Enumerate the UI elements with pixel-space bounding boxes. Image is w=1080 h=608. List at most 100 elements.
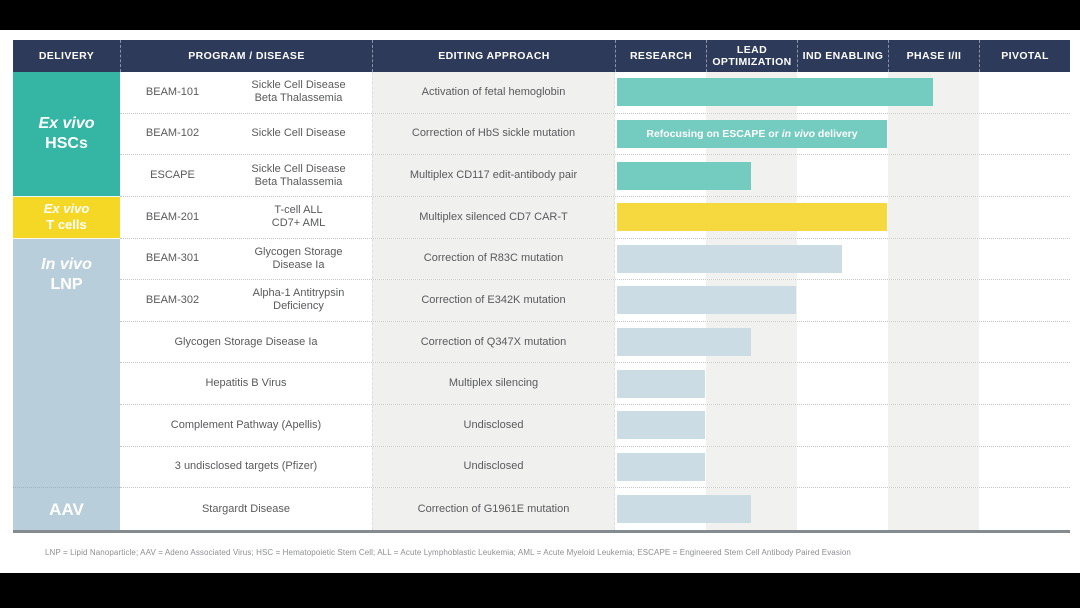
disease-name: Glycogen Storage Disease Ia	[225, 239, 372, 280]
pipeline-track	[615, 446, 1070, 488]
program-id: ESCAPE	[150, 169, 195, 182]
delivery-group-in-vivo-lnp: In vivo LNP	[13, 238, 120, 489]
disease-name: Hepatitis B Virus	[205, 377, 287, 390]
pipeline-track: Refocusing on ESCAPE or in vivo delivery	[615, 113, 1070, 155]
header-editing-approach: EDITING APPROACH	[372, 40, 615, 72]
pipeline-track	[615, 405, 1070, 446]
editing-approach: Activation of fetal hemoglobin	[372, 72, 615, 113]
delivery-label-line1: Ex vivo	[38, 115, 95, 132]
progress-bar	[617, 495, 751, 524]
delivery-label-line1: In vivo	[41, 255, 92, 273]
program-id: BEAM-301	[145, 252, 200, 265]
program-rows: BEAM-101 Sickle Cell Disease Beta Thalas…	[120, 72, 1070, 530]
editing-approach: Correction of R83C mutation	[372, 238, 615, 280]
pipeline-track	[615, 238, 1070, 280]
program-id: BEAM-302	[145, 293, 200, 306]
table-row-gsd-q347x: Glycogen Storage Disease Ia Correction o…	[120, 321, 1070, 364]
header-delivery: DELIVERY	[38, 49, 95, 62]
disease-name: Sickle Cell Disease Beta Thalassemia	[225, 155, 372, 196]
header-phase-i-ii: PHASE I/II	[888, 40, 979, 72]
disease-line2: CD7+ AML	[271, 217, 326, 230]
disease-line2: Beta Thalassemia	[254, 92, 343, 105]
delivery-label-line2: HSCs	[45, 135, 88, 152]
delivery-group-ex-vivo-hscs: Ex vivo HSCs	[13, 72, 120, 197]
progress-bar-with-note: Refocusing on ESCAPE or in vivo delivery	[617, 119, 887, 148]
table-body: Ex vivo HSCs Ex vivo T cells In vivo LNP…	[13, 72, 1070, 530]
program-id: BEAM-101	[145, 85, 200, 98]
editing-approach: Undisclosed	[372, 405, 615, 446]
table-row-complement-apellis: Complement Pathway (Apellis) Undisclosed	[120, 405, 1070, 447]
header-research: RESEARCH	[615, 40, 706, 72]
disease-line2: Beta Thalassemia	[254, 175, 343, 188]
progress-bar	[617, 369, 705, 398]
disease-line1: Sickle Cell Disease	[251, 79, 346, 92]
disease-name: 3 undisclosed targets (Pfizer)	[174, 460, 318, 473]
delivery-label-line2: AAV	[49, 499, 84, 519]
editing-approach: Correction of E342K mutation	[372, 280, 615, 321]
disease-line1: Glycogen Storage	[254, 245, 343, 258]
pipeline-track	[615, 155, 1070, 196]
bar-note-text: delivery	[815, 127, 858, 140]
header-ind-enabling: IND ENABLING	[797, 40, 888, 72]
pipeline-track	[615, 363, 1070, 404]
table-row-beam-101: BEAM-101 Sickle Cell Disease Beta Thalas…	[120, 72, 1070, 114]
pipeline-track	[615, 488, 1070, 530]
progress-bar	[617, 411, 705, 440]
table-row-stargardt: Stargardt Disease Correction of G1961E m…	[120, 488, 1070, 530]
pipeline-slide: DELIVERY PROGRAM / DISEASE EDITING APPRO…	[0, 30, 1080, 573]
editing-approach: Multiplex CD117 edit-antibody pair	[372, 155, 615, 196]
disease-line1: Alpha-1 Antitrypsin	[252, 287, 345, 300]
pipeline-track	[615, 321, 1070, 363]
pipeline-track	[615, 196, 1070, 238]
editing-approach: Undisclosed	[372, 446, 615, 488]
progress-bar	[617, 286, 796, 315]
editing-approach: Correction of G1961E mutation	[372, 488, 615, 530]
header-pivotal: PIVOTAL	[979, 40, 1070, 72]
delivery-group-ex-vivo-t-cells: Ex vivo T cells	[13, 197, 120, 239]
disease-name: Stargardt Disease	[201, 502, 291, 515]
disease-line2: Deficiency	[273, 300, 324, 313]
disease-name: Alpha-1 Antitrypsin Deficiency	[225, 280, 372, 321]
delivery-label-line2: T cells	[46, 217, 87, 233]
table-row-escape: ESCAPE Sickle Cell Disease Beta Thalasse…	[120, 155, 1070, 197]
delivery-label-line2: LNP	[50, 275, 83, 293]
delivery-group-aav: AAV	[13, 488, 120, 530]
disease-name: Complement Pathway (Apellis)	[170, 418, 322, 431]
editing-approach: Correction of Q347X mutation	[372, 321, 615, 363]
header-program-disease: PROGRAM / DISEASE	[120, 40, 372, 72]
disease-name: Sickle Cell Disease Beta Thalassemia	[225, 72, 372, 113]
progress-bar	[617, 452, 705, 481]
progress-bar	[617, 244, 842, 273]
program-id: BEAM-201	[145, 210, 200, 223]
abbreviations-footnote: LNP = Lipid Nanoparticle; AAV = Adeno As…	[45, 548, 851, 557]
editing-approach: Multiplex silenced CD7 CAR-T	[372, 196, 615, 238]
header-lead-optimization: LEAD OPTIMIZATION	[706, 40, 797, 72]
pipeline-track	[615, 280, 1070, 321]
table-row-beam-302: BEAM-302 Alpha-1 Antitrypsin Deficiency …	[120, 280, 1070, 322]
disease-line1: T-cell ALL	[274, 204, 323, 217]
delivery-column: Ex vivo HSCs Ex vivo T cells In vivo LNP…	[13, 72, 120, 530]
editing-approach: Correction of HbS sickle mutation	[372, 113, 615, 155]
disease-line1: Sickle Cell Disease	[251, 162, 346, 175]
disease-name: Sickle Cell Disease	[225, 114, 372, 155]
disease-line1: Sickle Cell Disease	[251, 127, 346, 140]
pipeline-table: DELIVERY PROGRAM / DISEASE EDITING APPRO…	[13, 40, 1070, 533]
delivery-label-line1: Ex vivo	[43, 201, 90, 217]
disease-name: Glycogen Storage Disease Ia	[174, 335, 318, 348]
table-row-pfizer-targets: 3 undisclosed targets (Pfizer) Undisclos…	[120, 446, 1070, 489]
bar-note-text: Refocusing on ESCAPE or	[646, 127, 782, 140]
table-header-row: DELIVERY PROGRAM / DISEASE EDITING APPRO…	[13, 40, 1070, 72]
program-id: BEAM-102	[145, 127, 200, 140]
bar-note-italic: in vivo	[781, 127, 815, 140]
table-row-beam-301: BEAM-301 Glycogen Storage Disease Ia Cor…	[120, 238, 1070, 281]
editing-approach: Multiplex silencing	[372, 363, 615, 404]
disease-line2: Disease Ia	[272, 258, 325, 271]
progress-bar	[617, 78, 933, 107]
disease-name: T-cell ALL CD7+ AML	[225, 197, 372, 238]
table-row-hepatitis-b: Hepatitis B Virus Multiplex silencing	[120, 363, 1070, 405]
table-row-beam-102: BEAM-102 Sickle Cell Disease Correction …	[120, 113, 1070, 156]
progress-bar	[617, 161, 751, 190]
progress-bar	[617, 203, 887, 232]
progress-bar	[617, 328, 751, 357]
pipeline-track	[615, 72, 1070, 113]
